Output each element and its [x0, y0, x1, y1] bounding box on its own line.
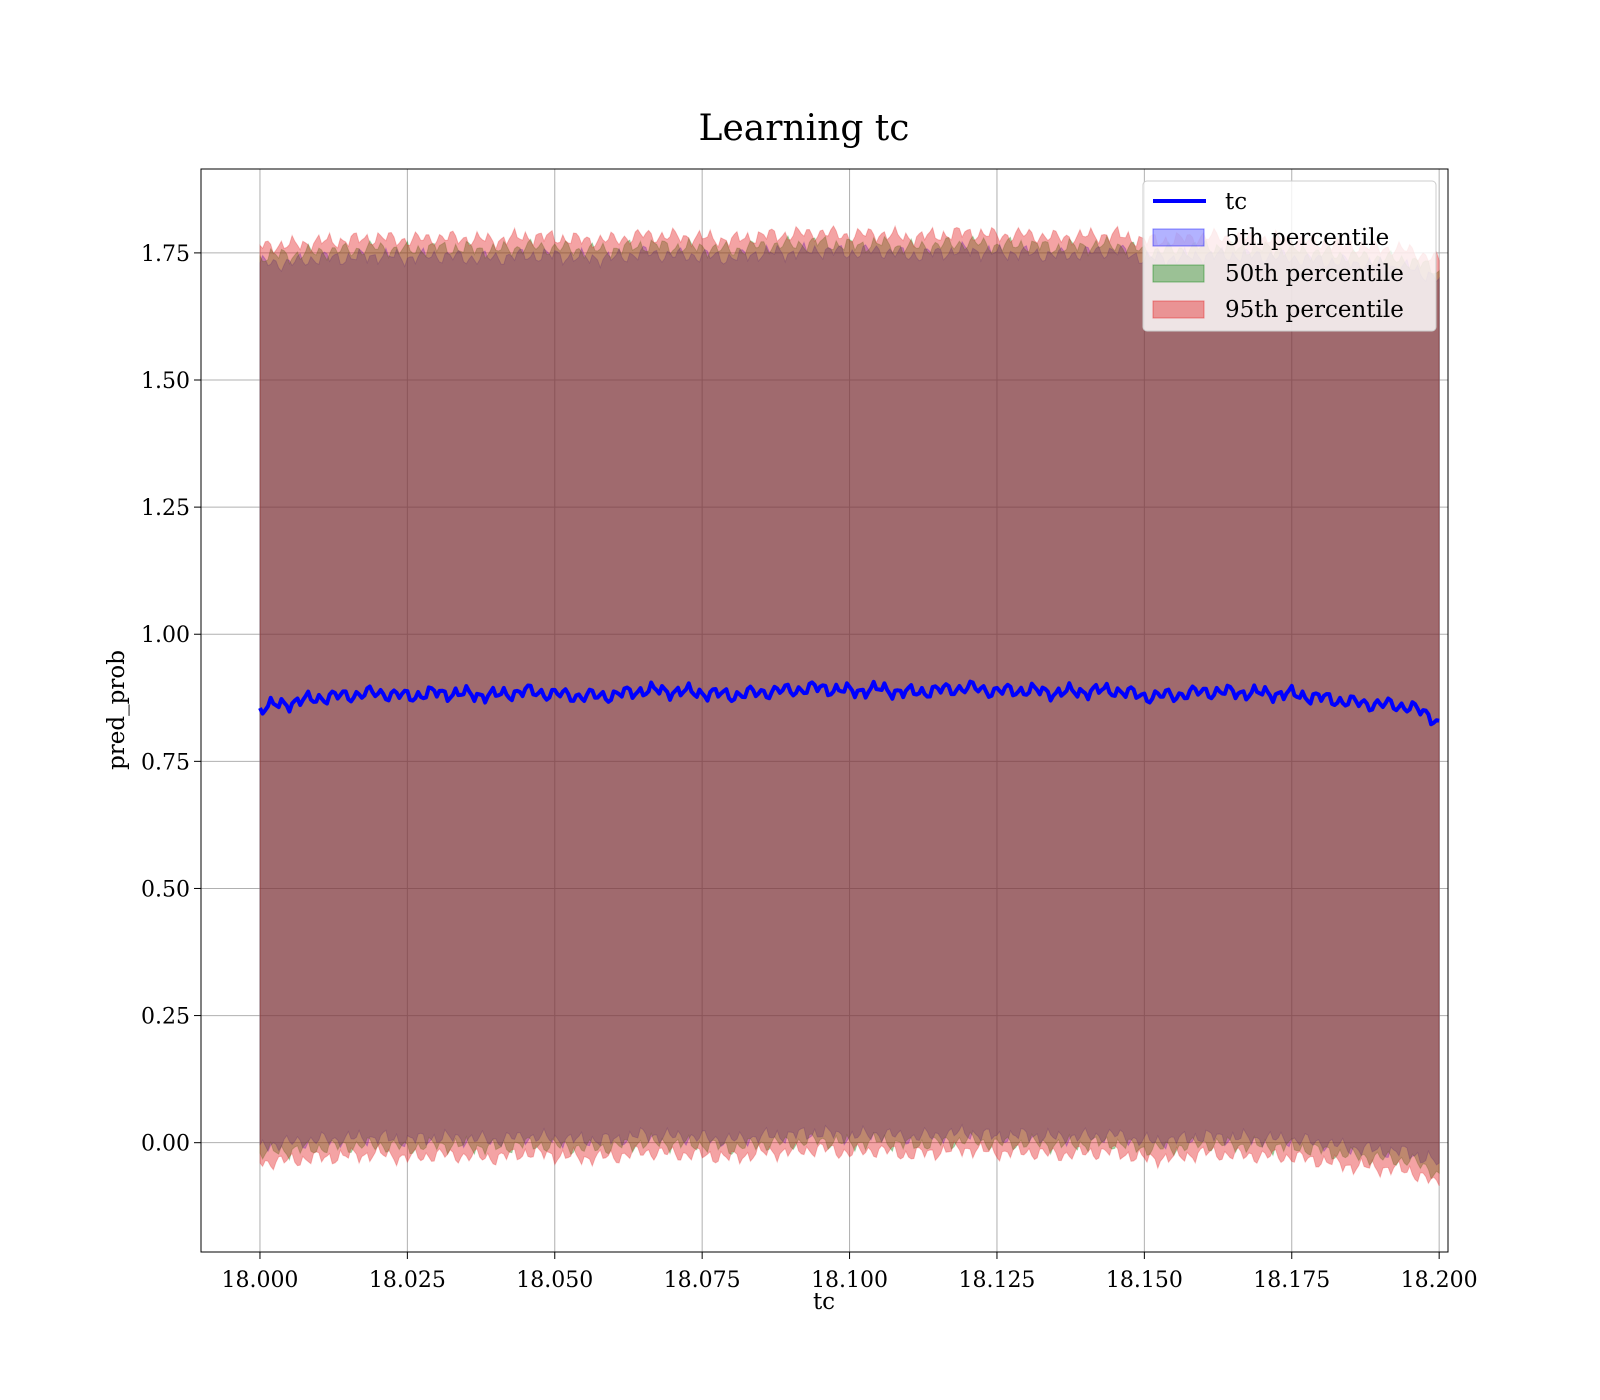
y-tick-label: 1.75	[141, 242, 190, 267]
plot-area	[200, 168, 1449, 1253]
y-axis-ticks: 0.00 0.25 0.50 0.75 1.00 1.25 1.50 1.75	[141, 242, 201, 1157]
y-axis-label: pred_prob	[104, 650, 130, 770]
plot-background	[201, 169, 1448, 1252]
legend-box	[1142, 180, 1437, 332]
legend-swatch-patch	[1152, 264, 1205, 283]
series-line-tc	[258, 679, 1440, 727]
legend-label: tc	[1225, 189, 1247, 215]
y-tick-label: 0.75	[141, 750, 190, 775]
legend-swatch-patch	[1152, 300, 1205, 319]
y-tick-label: 0.25	[141, 1005, 190, 1030]
plot-frame	[200, 168, 1449, 1253]
percentile-bands	[259, 224, 1440, 1187]
y-tick-label: 1.50	[141, 369, 190, 394]
x-tick-label: 18.075	[664, 1268, 741, 1293]
series-lines	[258, 679, 1440, 727]
y-tick-label: 0.50	[141, 877, 190, 902]
band-50th-percentile	[259, 234, 1440, 1180]
legend: tc 5th percentile 50th percentile 95th perc…	[1142, 180, 1437, 332]
band-95th-percentile	[259, 224, 1440, 1187]
x-tick-label: 18.050	[516, 1268, 593, 1293]
y-tick-label: 0.00	[141, 1132, 190, 1157]
legend-label: 5th percentile	[1225, 225, 1389, 251]
chart-title: Learning tc	[699, 108, 910, 149]
x-tick-label: 18.100	[811, 1268, 888, 1293]
x-axis-ticks: 18.000 18.025 18.050 18.075 18.100 18.125 18.1…	[221, 1252, 1478, 1293]
legend-label: 95th percentile	[1225, 297, 1404, 323]
x-tick-label: 18.125	[958, 1268, 1035, 1293]
y-tick-label: 1.25	[141, 496, 190, 521]
x-tick-label: 18.200	[1401, 1268, 1478, 1293]
legend-swatch-patch	[1152, 228, 1205, 247]
x-tick-label: 18.025	[369, 1268, 446, 1293]
x-tick-label: 18.175	[1253, 1268, 1330, 1293]
x-tick-label: 18.000	[221, 1268, 298, 1293]
x-tick-label: 18.150	[1106, 1268, 1183, 1293]
legend-label: 50th percentile	[1225, 261, 1404, 287]
band-5th-percentile	[259, 240, 1440, 1166]
x-axis-label: tc	[813, 1289, 835, 1315]
y-tick-label: 1.00	[141, 623, 190, 648]
